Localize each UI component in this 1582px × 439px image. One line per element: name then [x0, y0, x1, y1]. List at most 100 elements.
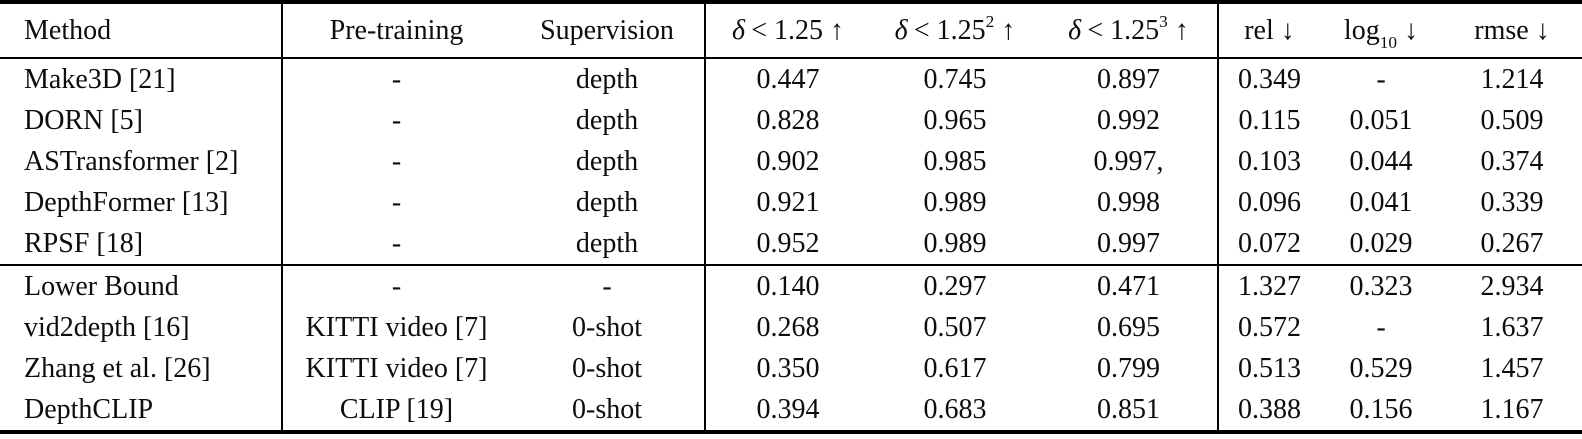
header-row: Method Pre-training Supervision δ < 1.25 ↑ δ < … [0, 2, 1582, 59]
cell-log10: 0.529 [1349, 352, 1413, 384]
cell-delta2: 0.507 [923, 311, 987, 343]
col-header-label: rel [1244, 14, 1274, 46]
cell-method: Make3D [21] [0, 58, 283, 100]
cell-rel: 0.349 [1238, 63, 1301, 95]
cell-rel: 0.388 [1238, 393, 1301, 425]
cell-rel: 0.072 [1238, 227, 1301, 259]
table-row: vid2depth [16] KITTI video [7] 0-shot 0.268… [0, 307, 1582, 348]
cell-delta3: 0.851 [1040, 389, 1219, 432]
cell-delta1: 0.394 [756, 393, 820, 425]
cell-method: ASTransformer [2] [0, 141, 283, 182]
cell-delta3: 0.695 [1040, 307, 1219, 348]
col-header-label: Pre-training [329, 14, 464, 46]
cell-pretraining: - [391, 63, 402, 95]
cell-pretraining: - [391, 186, 402, 218]
subscript: 10 [1379, 32, 1398, 52]
cell-delta2: 0.297 [870, 264, 1040, 307]
col-header-label: < 1.25 [1087, 14, 1160, 46]
col-header-delta2: δ < 1.252 ↑ [870, 2, 1040, 59]
cell-method: RPSF [18] [0, 223, 283, 265]
cell-delta3: 0.799 [1040, 348, 1219, 389]
cell-delta3: 0.997, [1040, 141, 1219, 182]
delta-symbol: δ [1068, 14, 1082, 46]
col-header-delta1: δ < 1.25 ↑ [705, 2, 870, 59]
cell-rmse: 2.934 [1442, 264, 1582, 307]
cell-method: Lower Bound [0, 264, 283, 307]
cell-supervision: 0-shot [510, 348, 706, 389]
cell-rmse: 0.509 [1480, 104, 1544, 136]
cell-pretraining: KITTI video [7] [305, 352, 488, 384]
arrow-up-icon: ↑ [1001, 14, 1016, 46]
cell-rel: 0.572 [1238, 311, 1301, 343]
cell-pretraining: KITTI video [7] [305, 311, 488, 343]
cell-pretraining: - [391, 227, 402, 259]
table-row: Make3D [21] - depth 0.447 0.745 0.897 0.349 - 1.… [0, 58, 1582, 100]
zero-shot-methods: Lower Bound - -0.140 0.297 0.471 1.327 0.323 2.… [0, 264, 1582, 432]
col-header-rmse: rmse ↓ [1442, 2, 1582, 59]
col-header-label: Method [24, 14, 112, 46]
cell-pretraining: - [282, 264, 510, 307]
table-row: Lower Bound - -0.140 0.297 0.471 1.327 0.323 2.… [0, 264, 1582, 307]
cell-delta1: 0.828 [756, 104, 820, 136]
cell-rel: 1.327 [1218, 264, 1320, 307]
cell-rmse: 0.339 [1480, 186, 1544, 218]
col-header-label: rmse [1474, 14, 1529, 46]
cell-delta1: 0.447 [756, 63, 820, 95]
cell-supervision: depth [510, 182, 706, 223]
cell-supervision: depth [510, 58, 706, 100]
col-header-pretraining: Pre-training [282, 2, 510, 59]
cell-method: DepthCLIP [0, 389, 283, 432]
arrow-down-icon: ↓ [1535, 14, 1550, 46]
table-row: DORN [5] - depth 0.828 0.965 0.992 0.115 0.051 0… [0, 100, 1582, 141]
cell-delta1: 0.952 [756, 227, 820, 259]
col-header-method: Method [0, 2, 283, 59]
table-header: Method Pre-training Supervision δ < 1.25 ↑ δ < … [0, 2, 1582, 59]
table-row: DepthFormer [13] - depth 0.921 0.989 0.998 0.0… [0, 182, 1582, 223]
cell-delta3: 0.471 [1040, 264, 1219, 307]
cell-delta3: 0.998 [1040, 182, 1219, 223]
cell-delta2: 0.683 [923, 393, 987, 425]
cell-log10: 0.041 [1349, 186, 1413, 218]
table-row: RPSF [18] - depth 0.952 0.989 0.997 0.072 0.029… [0, 223, 1582, 265]
arrow-up-icon: ↑ [829, 14, 844, 46]
cell-delta1: 0.140 [705, 264, 870, 307]
cell-supervision: 0-shot [510, 389, 706, 432]
cell-method: vid2depth [16] [0, 307, 283, 348]
col-header-rel: rel ↓ [1218, 2, 1320, 59]
cell-rel: 0.103 [1238, 145, 1301, 177]
cell-method: DepthFormer [13] [0, 182, 283, 223]
cell-rel: 0.513 [1238, 352, 1301, 384]
cell-pretraining: CLIP [19] [339, 393, 454, 425]
cell-log10: 0.029 [1349, 227, 1413, 259]
cell-log10: 0.051 [1349, 104, 1413, 136]
arrow-down-icon: ↓ [1280, 14, 1295, 46]
cell-delta3: 0.897 [1040, 58, 1219, 100]
col-header-supervision: Supervision [510, 2, 706, 59]
cell-pretraining: - [391, 145, 402, 177]
exponent: 3 [1159, 12, 1168, 32]
exponent: 2 [985, 12, 995, 32]
cell-log10: 0.156 [1349, 393, 1413, 425]
col-header-label: Supervision [540, 14, 674, 46]
col-header-delta3: δ < 1.253 ↑ [1040, 2, 1219, 59]
cell-supervision: depth [510, 100, 706, 141]
supervised-methods: Make3D [21] - depth 0.447 0.745 0.897 0.349 - 1.… [0, 58, 1582, 265]
cell-method: DORN [5] [0, 100, 283, 141]
cell-delta3: 0.997 [1040, 223, 1219, 265]
cell-rmse: 1.214 [1480, 63, 1544, 95]
col-header-label: < 1.25 [913, 14, 986, 46]
cell-rel: 0.115 [1238, 104, 1301, 136]
cell-rmse: 0.374 [1480, 145, 1544, 177]
cell-delta2: 0.965 [923, 104, 987, 136]
cell-delta2: 0.745 [923, 63, 987, 95]
cell-supervision: depth [510, 141, 706, 182]
cell-supervision: 0-shot [510, 307, 706, 348]
cell-log10: 0.044 [1349, 145, 1413, 177]
table-row: Zhang et al. [26] KITTI video [7] 0-shot 0.… [0, 348, 1582, 389]
cell-supervision: - [510, 264, 706, 307]
cell-delta2: 0.989 [923, 186, 987, 218]
delta-symbol: δ [732, 14, 746, 46]
cell-rmse: 1.457 [1480, 352, 1544, 384]
